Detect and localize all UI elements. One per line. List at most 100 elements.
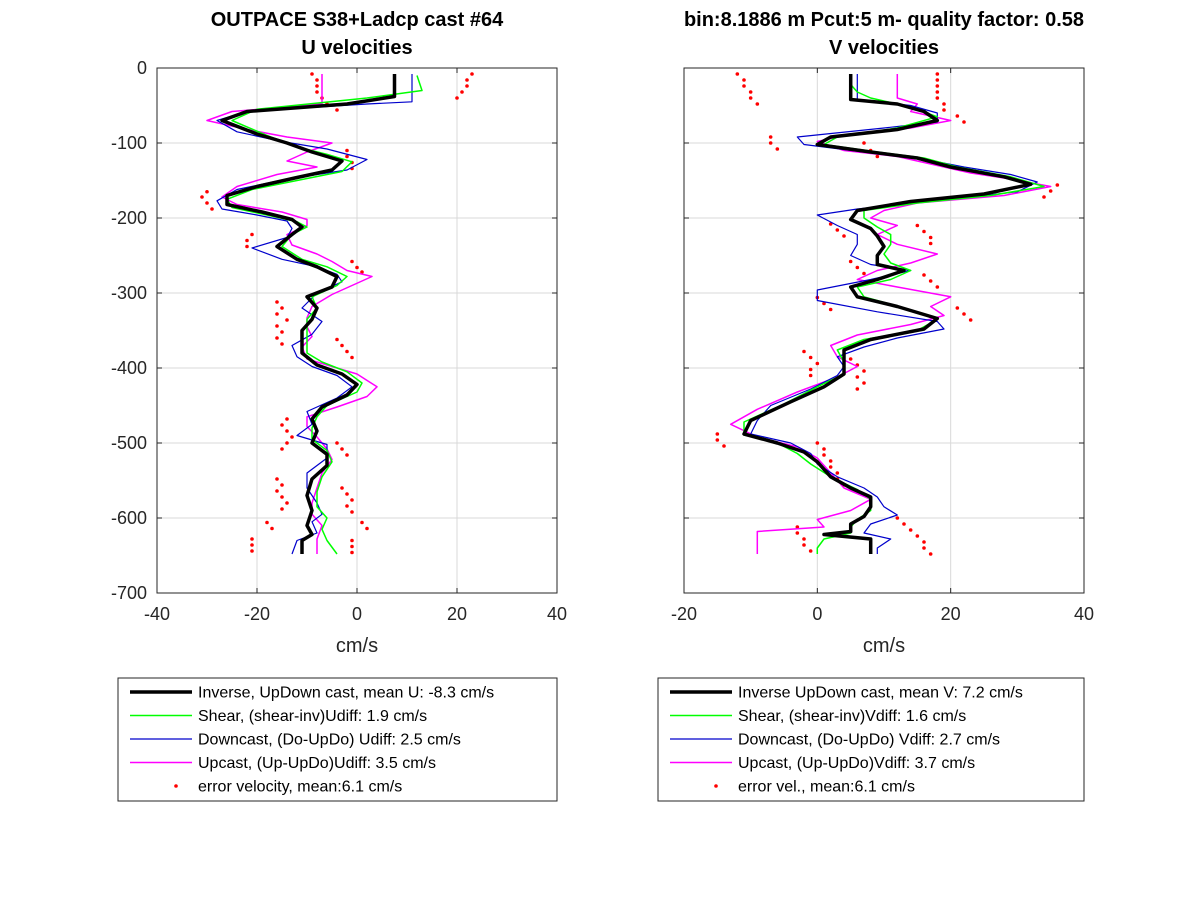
u-legend-text-inverse: Inverse, UpDown cast, mean U: -8.3 cm/s (198, 685, 494, 702)
v-x-axis-label: cm/s (863, 635, 905, 657)
v-error-point-41 (962, 312, 966, 316)
u-error-point-2 (315, 84, 319, 88)
v-xtick-label-0: -20 (671, 604, 697, 624)
v-legend: Inverse UpDown cast, mean V: 7.2 cm/s She… (657, 677, 1085, 802)
v-error-point-61 (828, 465, 833, 469)
u-error-point-58 (265, 520, 269, 525)
u-error-point-22 (245, 244, 249, 249)
u-error-point-16 (205, 189, 209, 194)
v-error-point-14 (962, 120, 966, 124)
v-error-point-46 (808, 367, 813, 372)
v-error-point-25 (835, 228, 840, 232)
v-error-point-1 (742, 78, 746, 82)
v-error-point-45 (815, 361, 820, 366)
v-error-point-62 (835, 471, 840, 475)
v-grid (684, 68, 1084, 593)
v-error-point-53 (855, 387, 860, 391)
v-error-point-44 (808, 355, 813, 360)
v-error-point-13 (955, 114, 960, 118)
u-error-point-11 (455, 96, 459, 100)
u-error-point-54 (345, 492, 349, 496)
v-error-point-42 (968, 318, 973, 322)
v-legend-text-inverse: Inverse UpDown cast, mean V: 7.2 cm/s (738, 685, 1023, 702)
v-error-point-54 (715, 432, 720, 436)
u-error-point-10 (460, 90, 464, 94)
u-error-point-40 (285, 429, 289, 433)
u-error-point-32 (275, 336, 279, 340)
u-x-axis-label: cm/s (336, 635, 378, 657)
v-xtick-label-3: 40 (1074, 604, 1094, 624)
v-series (715, 72, 1060, 556)
v-error-point-36 (935, 285, 940, 289)
v-legend-marker-error (714, 784, 718, 788)
v-error-point-18 (862, 141, 866, 145)
u-error-point-45 (340, 447, 344, 451)
v-panel-title-line-1: bin:8.1886 m Pcut:5 m- quality factor: 0… (684, 9, 1084, 31)
v-error-point-69 (922, 540, 926, 544)
v-error-point-29 (928, 235, 933, 240)
v-error-point-76 (808, 549, 813, 553)
u-error-point-39 (280, 423, 284, 427)
v-error-point-68 (915, 534, 920, 538)
u-error-point-44 (335, 441, 339, 445)
v-error-point-6 (935, 72, 940, 76)
v-error-point-21 (1055, 183, 1060, 187)
u-ytick-label-0: 0 (137, 58, 147, 78)
u-error-point-7 (470, 72, 474, 76)
v-error-point-8 (935, 84, 940, 88)
u-error-point-59 (270, 526, 274, 531)
u-legend-marker-error (174, 784, 178, 788)
v-error-point-52 (862, 381, 866, 385)
v-error-point-0 (735, 72, 740, 76)
v-error-point-58 (822, 447, 826, 451)
v-error-point-33 (862, 271, 866, 276)
u-error-point-9 (465, 84, 469, 88)
u-error-point-51 (285, 501, 289, 505)
v-error-point-51 (855, 375, 860, 379)
u-error-point-56 (345, 504, 349, 508)
u-error-point-43 (280, 447, 284, 451)
v-velocity-panel: bin:8.1886 m Pcut:5 m- quality factor: 0… (657, 9, 1094, 802)
v-error-point-38 (822, 301, 826, 306)
u-ytick-label-3: -300 (111, 283, 147, 303)
u-error-point-31 (280, 330, 284, 334)
u-error-point-62 (250, 549, 254, 553)
v-error-point-71 (928, 552, 933, 556)
u-legend-text-upcast: Upcast, (Up-UpDo)Udiff: 3.5 cm/s (198, 755, 436, 772)
v-error-point-47 (808, 373, 813, 378)
u-ticks: -40 -20 0 20 400-100-200-300-400-500-600-700 (111, 58, 567, 624)
u-ytick-label-2: -200 (111, 208, 147, 228)
u-xtick-label-2: 0 (352, 604, 362, 624)
u-velocity-panel: OUTPACE S38+Ladcp cast #64 U velocities … (111, 9, 567, 802)
v-error-point-16 (768, 141, 773, 145)
u-error-point-23 (350, 259, 354, 264)
v-error-point-59 (822, 453, 826, 457)
u-error-point-34 (335, 337, 339, 342)
u-panel-title-line-1: OUTPACE S38+Ladcp cast #64 (211, 9, 504, 31)
u-error-point-42 (285, 441, 289, 445)
u-error-point-67 (350, 550, 354, 555)
u-legend: Inverse, UpDown cast, mean U: -8.3 cm/s S… (117, 677, 558, 802)
u-error-point-53 (340, 486, 344, 490)
u-error-point-35 (340, 343, 344, 348)
u-error-point-66 (350, 544, 354, 549)
v-error-point-27 (915, 223, 920, 228)
u-error-point-63 (360, 520, 364, 525)
u-error-point-64 (365, 526, 369, 531)
u-grid (157, 68, 557, 593)
v-error-point-50 (862, 369, 866, 373)
u-error-point-65 (350, 538, 354, 543)
u-legend-text-error: error velocity, mean:6.1 cm/s (198, 779, 402, 796)
u-error-point-37 (350, 355, 354, 360)
v-error-point-9 (935, 90, 940, 94)
u-error-point-60 (250, 537, 254, 541)
v-error-point-2 (742, 84, 746, 88)
v-error-point-11 (942, 102, 946, 106)
v-error-point-23 (1042, 195, 1046, 199)
u-legend-text-shear: Shear, (shear-inv)Udiff: 1.9 cm/s (198, 708, 427, 725)
v-error-point-34 (922, 273, 926, 277)
u-series (200, 72, 474, 555)
u-error-point-57 (350, 510, 354, 514)
u-ytick-label-6: -600 (111, 508, 147, 528)
